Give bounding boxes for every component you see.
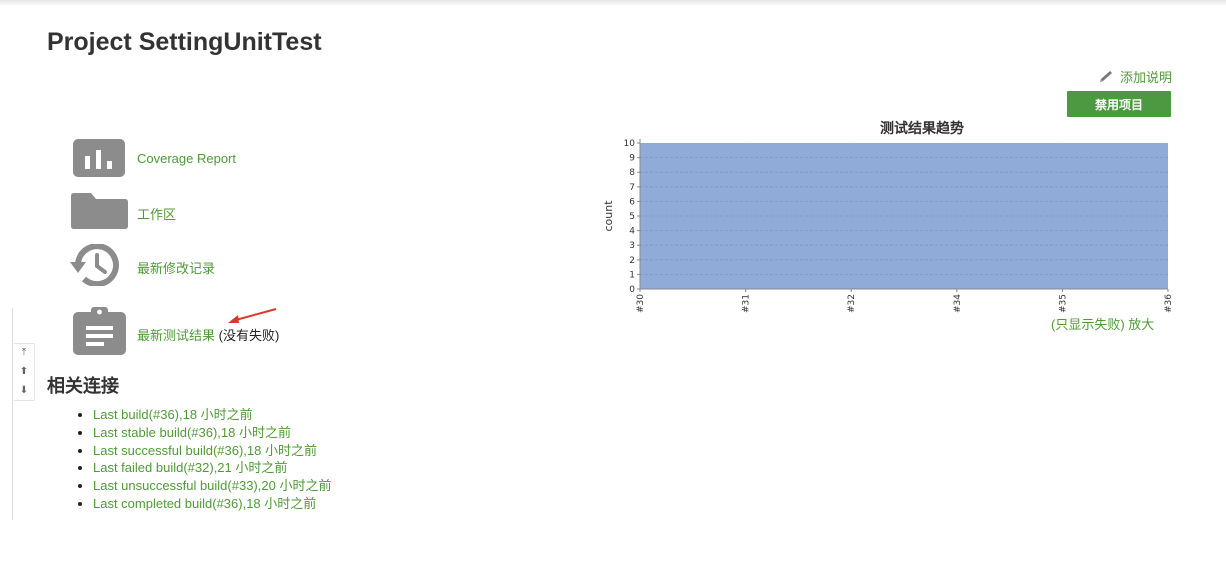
y-axis-label: count — [602, 200, 615, 232]
x-tick-label: #34 — [953, 294, 963, 313]
test-trend-chart[interactable]: 测试结果趋势 0 1 2 3 4 5 6 7 8 9 10 #30 #31 #32 #34 #35 #36 cou… — [596, 112, 1186, 317]
y-tick-label: 6 — [629, 197, 635, 207]
y-tick-label: 1 — [629, 270, 635, 280]
task-recent-changes[interactable]: 最新修改记录 — [137, 261, 216, 276]
x-tick-label: #30 — [636, 294, 646, 313]
list-item: Last stable build(#36),18 小时之前 — [93, 424, 331, 442]
add-description-label: 添加说明 — [1119, 70, 1172, 85]
last-build-link[interactable]: Last build(#36),18 小时之前 — [93, 407, 253, 422]
zoom-link[interactable]: 放大 — [1128, 317, 1155, 332]
list-item: Last failed build(#32),21 小时之前 — [93, 459, 331, 477]
y-tick-label: 8 — [629, 168, 635, 178]
y-tick-label: 2 — [629, 256, 635, 266]
last-failed-build-link[interactable]: Last failed build(#32),21 小时之前 — [93, 460, 288, 476]
task-latest-test-result: 最新测试结果 (没有失败) — [137, 325, 279, 344]
clipboard-icon[interactable] — [73, 307, 126, 360]
only-failures-link[interactable]: (只显示失败) — [1051, 317, 1125, 332]
list-item: Last unsuccessful build(#33),20 小时之前 — [93, 477, 331, 495]
last-unsuccessful-build-link[interactable]: Last unsuccessful build(#33),20 小时之前 — [93, 478, 332, 494]
scroll-up-icon[interactable]: ⬆ — [19, 365, 29, 377]
add-description-link[interactable]: 添加说明 — [1098, 67, 1172, 86]
related-links-list: Last build(#36),18 小时之前 Last stable buil… — [75, 406, 331, 513]
chart-title: 测试结果趋势 — [880, 120, 964, 136]
scroll-down-icon[interactable]: ⬇ — [19, 384, 29, 396]
y-tick-label: 7 — [629, 183, 635, 193]
y-tick-label: 3 — [629, 241, 635, 251]
related-links-title: 相关连接 — [47, 376, 119, 396]
latest-test-result-link[interactable]: 最新测试结果 — [137, 328, 216, 343]
scroll-controls: ⤒ ⬆ ⬇ — [14, 343, 35, 401]
last-completed-build-link[interactable]: Last completed build(#36),18 小时之前 — [93, 495, 317, 511]
y-tick-label: 10 — [624, 139, 636, 149]
disable-project-button[interactable]: 禁用项目 — [1067, 91, 1171, 117]
y-tick-label: 4 — [629, 227, 635, 237]
bar-chart-icon[interactable] — [73, 139, 125, 182]
last-successful-build-link[interactable]: Last successful build(#36),18 小时之前 — [93, 442, 317, 458]
task-coverage-report[interactable]: Coverage Report — [137, 151, 236, 166]
chart-footer: (只显示失败) 放大 — [1051, 314, 1154, 333]
y-tick-label: 0 — [629, 285, 635, 295]
x-tick-label: #35 — [1058, 294, 1068, 313]
task-workspace[interactable]: 工作区 — [137, 207, 177, 222]
list-item: Last completed build(#36),18 小时之前 — [93, 495, 331, 513]
x-tick-label: #36 — [1164, 294, 1174, 313]
list-item: Last successful build(#36),18 小时之前 — [93, 442, 331, 460]
scroll-top-icon[interactable]: ⤒ — [21, 347, 27, 359]
x-tick-label: #32 — [847, 294, 857, 313]
last-stable-build-link[interactable]: Last stable build(#36),18 小时之前 — [93, 424, 291, 440]
history-icon[interactable] — [68, 243, 130, 291]
top-border — [0, 0, 1226, 6]
y-tick-label: 9 — [629, 154, 635, 164]
sidebar-divider — [12, 308, 13, 520]
list-item: Last build(#36),18 小时之前 — [93, 406, 331, 424]
pencil-icon — [1099, 70, 1112, 82]
x-tick-label: #31 — [742, 294, 752, 313]
page-title: Project SettingUnitTest — [47, 28, 322, 56]
y-tick-label: 5 — [629, 212, 635, 222]
chart-svg: 0 1 2 3 4 5 6 7 8 9 10 #30 #31 #32 #34 #35 #36 count — [602, 139, 1174, 313]
annotation-arrow — [228, 308, 277, 323]
area-series-0 — [640, 143, 1168, 289]
folder-icon[interactable] — [71, 193, 128, 234]
no-failures-note: (没有失败) — [215, 328, 280, 343]
